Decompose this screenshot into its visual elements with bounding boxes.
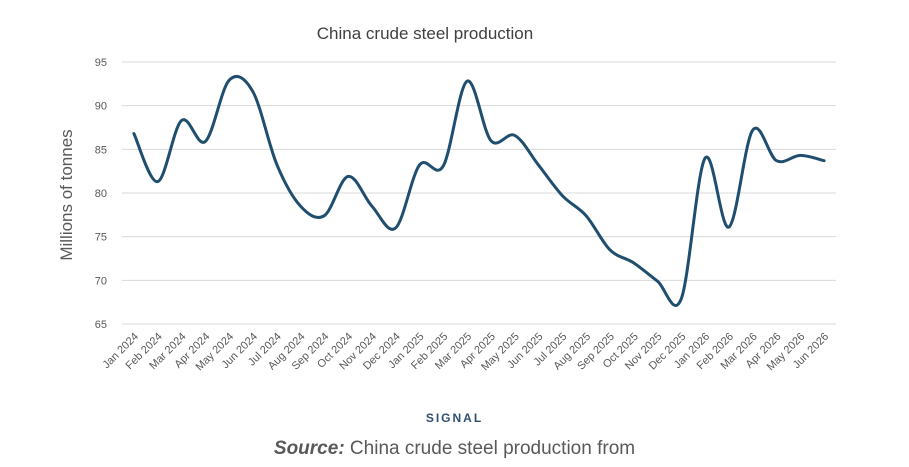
brand-logo: SIGNAL — [425, 411, 484, 425]
y-tick-label: 85 — [95, 144, 107, 156]
source-label: Source: — [273, 438, 345, 459]
chart-title: China crude steel production — [317, 24, 533, 43]
y-tick-labels: 65 70 75 80 85 90 95 — [95, 57, 107, 331]
y-tick-label: 70 — [95, 275, 107, 287]
source-text: China crude steel production from — [344, 438, 636, 459]
y-tick-label: 90 — [95, 101, 107, 113]
line-chart: China crude steel production Millions of… — [57, 24, 836, 374]
y-tick-label: 75 — [95, 232, 107, 244]
y-axis-label: Millions of tonnes — [57, 129, 76, 260]
y-tick-label: 80 — [95, 188, 107, 200]
y-tick-label: 95 — [95, 57, 107, 69]
y-tick-label: 65 — [95, 319, 107, 331]
series-line — [132, 75, 826, 307]
series-group — [132, 75, 826, 307]
source-caption: Source: China crude steel production fro… — [0, 438, 909, 460]
